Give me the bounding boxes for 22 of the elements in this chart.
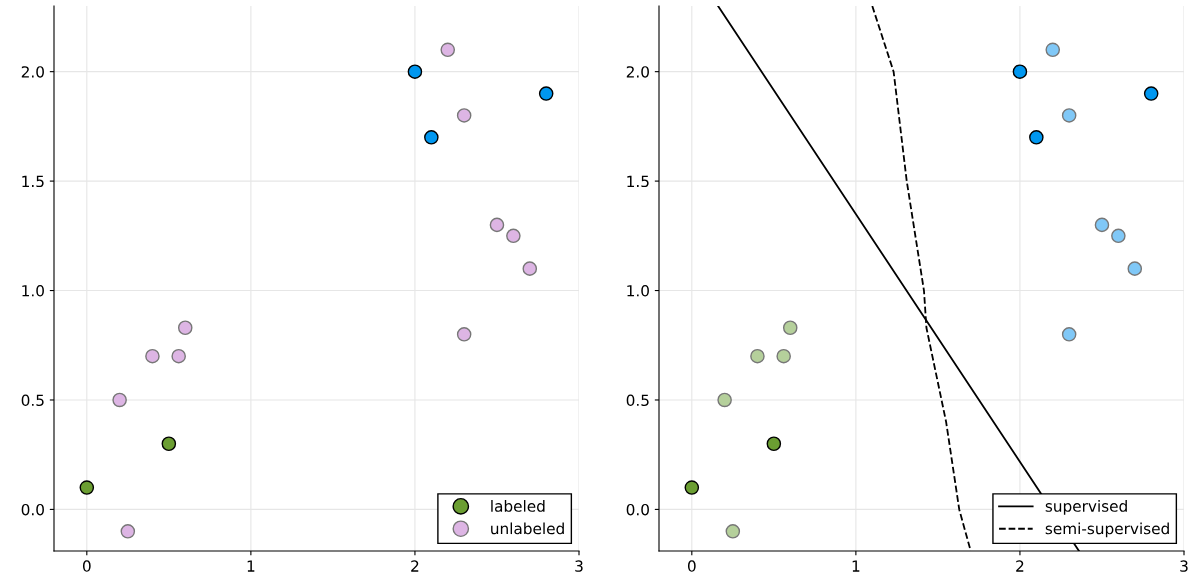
x-tick-label: 1 [852, 560, 860, 572]
y-tick-label: 2.0 [21, 66, 44, 78]
y-tick-label: 0.5 [626, 394, 649, 406]
y-tick-label: 0.5 [21, 394, 44, 406]
legend-label: labeled [491, 500, 545, 512]
legend-label: unlabeled [491, 522, 564, 535]
y-tick-label: 1.0 [627, 285, 649, 297]
y-tick-label: 1.5 [22, 175, 44, 188]
y-tick-label: 1.0 [22, 285, 44, 297]
x-tick-label: 2 [411, 560, 419, 572]
x-tick-label: 3 [1180, 560, 1188, 572]
x-tick-label: 1 [247, 560, 255, 572]
y-tick-label: 2.0 [626, 66, 649, 78]
legend-label: semi-supervised [1045, 522, 1169, 538]
x-tick-label: 0 [82, 560, 91, 572]
legend-label: supervised [1045, 500, 1127, 515]
y-tick-label: 1.5 [627, 175, 649, 188]
x-tick-label: 0 [687, 560, 696, 572]
y-tick-label: 0.0 [21, 503, 44, 516]
y-tick-label: 0.0 [626, 503, 649, 516]
x-tick-label: 3 [575, 560, 583, 572]
x-tick-label: 2 [1016, 560, 1024, 572]
